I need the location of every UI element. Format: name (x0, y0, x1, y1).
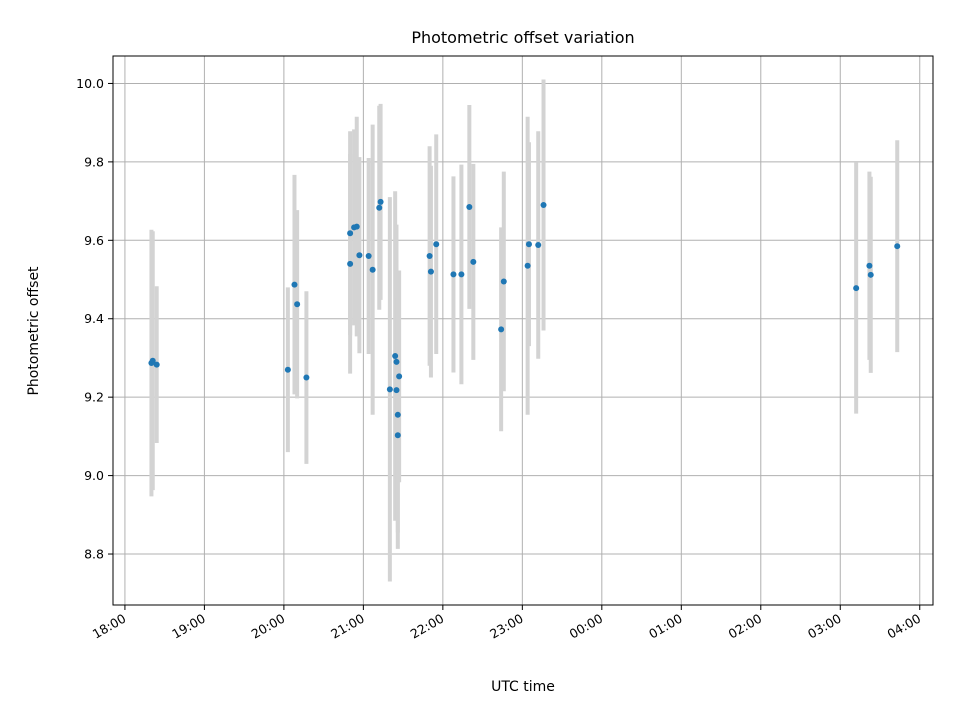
data-point (535, 242, 542, 249)
data-point (284, 366, 291, 373)
data-point (303, 374, 310, 381)
data-point (458, 271, 465, 278)
y-axis-label: Photometric offset (26, 266, 42, 396)
data-point (347, 260, 354, 267)
data-point (356, 252, 363, 259)
data-point (291, 281, 298, 288)
data-point (386, 386, 393, 393)
y-tick-label: 9.6 (84, 233, 104, 248)
y-tick-label: 9.4 (84, 311, 104, 326)
data-point (347, 230, 354, 237)
data-points (148, 198, 901, 439)
y-axis-ticks: 8.8 9.0 9.2 9.4 9.6 9.8 10.0 (76, 76, 113, 562)
y-tick-label: 10.0 (76, 76, 104, 91)
y-tick-label: 9.0 (84, 468, 104, 483)
y-tick-label: 9.8 (84, 154, 104, 169)
chart-title: Photometric offset variation (411, 28, 634, 47)
data-point (498, 326, 505, 333)
data-point (353, 223, 360, 230)
data-point (396, 373, 403, 380)
data-point (393, 358, 400, 365)
data-point (294, 301, 301, 308)
data-point (153, 361, 160, 368)
x-axis-label: UTC time (491, 679, 555, 695)
data-point (525, 241, 532, 248)
data-point (466, 203, 473, 210)
data-point (369, 266, 376, 273)
data-point (365, 252, 372, 259)
plot-frame (112, 55, 934, 606)
data-point (149, 357, 156, 364)
data-point (393, 387, 400, 394)
data-point (376, 204, 383, 211)
data-point (524, 262, 531, 269)
data-point (866, 262, 873, 269)
data-point (867, 271, 874, 278)
y-tick-label: 8.8 (84, 547, 104, 562)
data-point (394, 411, 401, 418)
data-point (500, 278, 507, 285)
data-point (392, 352, 399, 359)
grid-lines (113, 56, 933, 605)
data-point (853, 285, 860, 292)
data-point (426, 252, 433, 259)
data-point (394, 432, 401, 439)
y-tick-label: 9.2 (84, 390, 104, 405)
data-point (377, 198, 384, 205)
data-point (450, 271, 457, 278)
data-point (470, 258, 477, 265)
data-point (540, 202, 547, 209)
data-point (894, 243, 901, 250)
data-point (427, 268, 434, 275)
data-point (433, 241, 440, 248)
